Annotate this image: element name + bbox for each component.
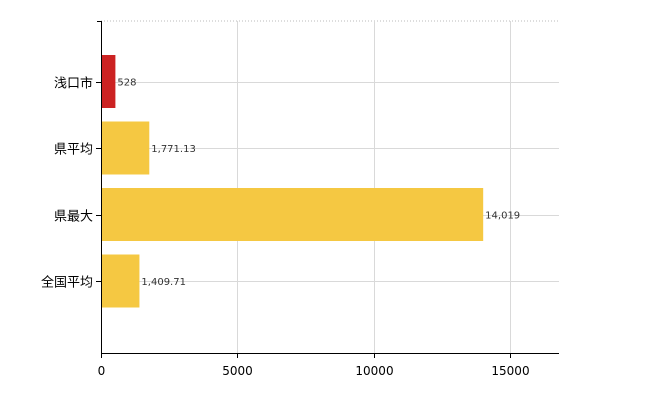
x-tick-label: 10000 [355,364,393,378]
data-label: 14,019 [485,211,520,222]
bar [102,55,116,108]
x-tick-label: 5000 [222,364,253,378]
grid-layer [101,20,559,353]
bar [102,188,484,241]
bars-layer [102,55,484,308]
bar [102,121,150,175]
category-label: 県最大 [54,210,93,225]
bar [102,254,140,308]
data-label: 1,409.71 [141,277,186,288]
axes-layer [96,21,559,358]
category-label: 県平均 [54,143,93,158]
category-label: 浅口市 [54,76,93,92]
x-tick-label: 15000 [491,364,529,378]
data-label: 1,771.13 [151,144,196,155]
category-label: 全国平均 [41,275,93,291]
data-label: 528 [117,78,136,89]
x-tick-label: 0 [98,364,106,378]
